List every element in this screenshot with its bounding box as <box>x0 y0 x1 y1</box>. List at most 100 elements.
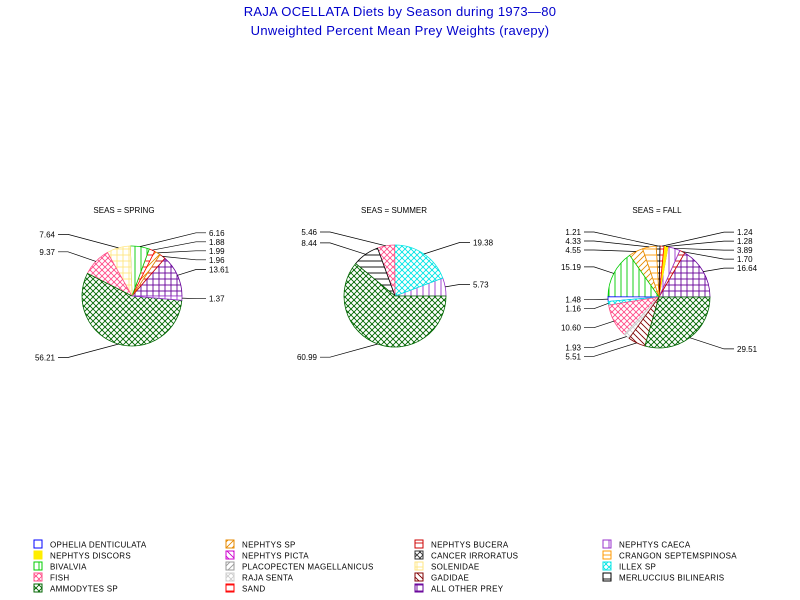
legend-label: MERLUCCIUS BILINEARIS <box>619 574 724 583</box>
legend-label: CANCER IRRORATUS <box>431 552 518 561</box>
legend-label: NEPHTYS BUCERA <box>431 541 509 550</box>
leader-line <box>584 249 636 252</box>
legend-label: GADIDAE <box>431 574 469 583</box>
pie-title: SEAS = SPRING <box>93 206 154 215</box>
legend-label: NEPHTYS SP <box>242 541 296 550</box>
leader-line <box>689 337 734 350</box>
leader-line <box>58 251 97 262</box>
pie-slice-illex_sp <box>394 244 444 297</box>
legend-label: FISH <box>50 574 69 583</box>
legend-swatch <box>225 550 235 560</box>
legend-label: AMMODYTES SP <box>50 585 118 594</box>
legend-item-merluccius_bilinearis: MERLUCCIUS BILINEARIS <box>602 572 724 583</box>
slice-value-label: 6.16 <box>209 229 225 238</box>
legend-label: NEPHTYS DISCORS <box>50 552 131 561</box>
leader-line <box>445 284 470 288</box>
legend-item-sand: SAND <box>225 583 265 594</box>
leader-line <box>703 267 734 272</box>
pie-title: SEAS = SUMMER <box>361 206 427 215</box>
slice-value-label: 1.48 <box>565 296 581 305</box>
legend-label: SOLENIDAE <box>431 563 480 572</box>
leader-line <box>584 342 637 357</box>
pie-slice-bivalvia <box>607 254 660 298</box>
legend-item-cancer_irroratus: CANCER IRRORATUS <box>414 550 518 561</box>
legend-swatch <box>225 583 235 593</box>
legend-item-nephtys_picta: NEPHTYS PICTA <box>225 550 309 561</box>
slice-value-label: 15.19 <box>561 263 582 272</box>
legend-item-raja_senta: RAJA SENTA <box>225 572 293 583</box>
legend-swatch <box>602 550 612 560</box>
slice-value-label: 4.33 <box>565 237 581 246</box>
leader-line <box>58 234 119 249</box>
pie-title: SEAS = FALL <box>632 206 682 215</box>
legend-label: NEPHTYS CAECA <box>619 541 691 550</box>
legend-item-nephtys_discors: NEPHTYS DISCORS <box>33 550 131 561</box>
legend-label: OPHELIA DENTICULATA <box>50 541 147 550</box>
leader-line <box>665 240 734 247</box>
slice-value-label: 5.46 <box>301 228 317 237</box>
legend-item-ophelia_denticulata: OPHELIA DENTICULATA <box>33 539 147 550</box>
leader-line <box>139 232 206 247</box>
leader-line <box>584 302 609 310</box>
leader-line <box>58 343 119 358</box>
slice-value-label: 4.55 <box>565 246 581 255</box>
legend-item-gadidae: GADIDAE <box>414 572 469 583</box>
slice-value-label: 1.21 <box>565 228 581 237</box>
legend-label: PLACOPECTEN MAGELLANICUS <box>242 563 374 572</box>
slice-value-label: 56.21 <box>35 354 56 363</box>
legend-item-fish: FISH <box>33 572 69 583</box>
slice-value-label: 5.73 <box>473 280 489 289</box>
legend-item-all_other_prey: ALL OTHER PREY <box>414 583 503 594</box>
legend-item-ammodytes_sp: AMMODYTES SP <box>33 583 118 594</box>
chart-subtitle: Unweighted Percent Mean Prey Weights (ra… <box>250 23 550 38</box>
leader-line <box>584 266 614 274</box>
slice-value-label: 1.99 <box>209 247 225 256</box>
slice-value-label: 7.64 <box>39 230 55 239</box>
leader-line <box>584 298 609 301</box>
legend-item-illex_sp: ILLEX SP <box>602 561 656 572</box>
slice-value-label: 16.64 <box>737 264 758 273</box>
legend-swatch <box>225 572 235 582</box>
legend-swatch <box>414 561 424 571</box>
legend-item-nephtys_caeca: NEPHTYS CAECA <box>602 539 691 550</box>
leader-line <box>682 251 734 260</box>
slice-value-label: 1.88 <box>209 238 225 247</box>
slice-value-label: 10.60 <box>561 324 582 333</box>
legend-label: ILLEX SP <box>619 563 656 572</box>
leader-line <box>151 241 206 251</box>
legend-label: SAND <box>242 585 265 594</box>
legend-swatch <box>414 550 424 560</box>
leader-line <box>584 231 659 247</box>
slice-value-label: 19.38 <box>473 238 494 247</box>
leader-line <box>320 343 378 358</box>
leader-line <box>584 336 627 348</box>
pie-slice-ammodytes_sp <box>81 272 183 347</box>
legend-swatch <box>33 583 43 593</box>
legend-label: CRANGON SEPTEMSPINOSA <box>619 552 737 561</box>
leader-line <box>423 242 470 255</box>
legend-swatch <box>33 539 43 549</box>
legend-swatch <box>225 561 235 571</box>
legend-swatch <box>602 539 612 549</box>
pie-slice-ammodytes_sp <box>644 296 711 349</box>
slice-value-label: 1.37 <box>209 295 225 304</box>
slice-value-label: 1.28 <box>737 237 753 246</box>
pie-slice-nephtys_caeca <box>131 295 183 301</box>
pie-slice-all_other_prey <box>658 252 711 298</box>
legend-label: BIVALVIA <box>50 563 87 572</box>
slice-value-label: 29.51 <box>737 345 758 354</box>
leader-line <box>584 320 615 329</box>
legend-item-bivalvia: BIVALVIA <box>33 561 87 572</box>
legend-label: NEPHTYS PICTA <box>242 552 309 561</box>
leader-line <box>157 250 206 254</box>
slice-value-label: 8.44 <box>301 239 317 248</box>
pie-slice-ammodytes_sp <box>343 262 447 348</box>
chart-title: RAJA OCELLATA Diets by Season during 197… <box>243 4 557 19</box>
slice-value-label: 5.51 <box>565 352 581 361</box>
pie-1: SEAS = SUMMER 19.38 5.73 5.46 8.44 60.99 <box>297 206 494 362</box>
slice-value-label: 1.96 <box>209 256 225 265</box>
legend-item-placopecten_magellanicus: PLACOPECTEN MAGELLANICUS <box>225 561 374 572</box>
